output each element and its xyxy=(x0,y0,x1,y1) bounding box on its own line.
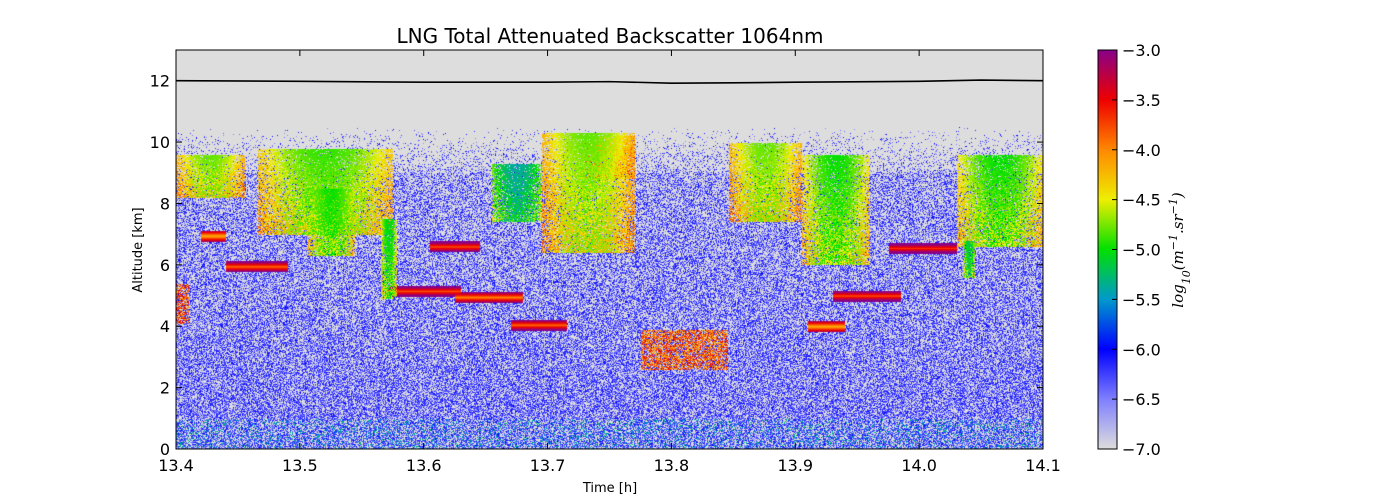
colorbar-label: log10(m−1.sr−1) xyxy=(1167,192,1193,308)
colorbar-tick-label: −5.5 xyxy=(1122,290,1161,309)
altitude-line xyxy=(175,79,1044,84)
colorbar-tick-label: −6.0 xyxy=(1122,340,1161,359)
colorbar-tick-label: −3.5 xyxy=(1122,91,1161,110)
x-tick-label: 13.9 xyxy=(777,456,813,475)
y-tick-label: 0 xyxy=(160,440,170,459)
colorbar-tick-label: −5.0 xyxy=(1122,241,1161,260)
colorbar: −3.0 −3.5 −4.0 −4.5 −5.0 −5.5 −6.0 −6.5 −7.0 xyxy=(1097,41,1161,459)
colorbar-tick-label: −4.5 xyxy=(1122,191,1161,210)
colorbar-tick-label: −3.0 xyxy=(1122,41,1161,60)
heatmap-image xyxy=(176,50,1043,449)
x-tick-label: 13.7 xyxy=(530,456,566,475)
plot-frame xyxy=(175,49,1044,450)
y-tick-label: 6 xyxy=(160,256,170,275)
y-tick-label: 8 xyxy=(160,194,170,213)
x-tick-label: 14.0 xyxy=(901,456,937,475)
x-axis-label: Time [h] xyxy=(582,481,637,496)
y-tick-label: 4 xyxy=(160,317,170,336)
axes: 13.4 13.5 13.6 13.7 13.8 13.9 14.0 14.1 0 2 4 6 8 10 1… xyxy=(150,49,1061,475)
x-tick-label: 13.6 xyxy=(406,456,442,475)
y-tick-label: 12 xyxy=(150,72,170,91)
y-tick-label: 10 xyxy=(150,133,170,152)
x-tick-label: 14.1 xyxy=(1025,456,1061,475)
plot-area xyxy=(175,50,1044,449)
y-tick-label: 2 xyxy=(160,379,170,398)
colorbar-tick-label: −4.0 xyxy=(1122,141,1161,160)
colorbar-tick-label: −6.5 xyxy=(1122,390,1161,409)
x-tick-label: 13.8 xyxy=(654,456,690,475)
x-tick-label: 13.4 xyxy=(158,456,194,475)
y-axis-label: Altitude [km] xyxy=(131,207,146,292)
x-tick-label: 13.5 xyxy=(282,456,318,475)
colorbar-tick-label: −7.0 xyxy=(1122,440,1161,459)
chart-title: LNG Total Attenuated Backscatter 1064nm xyxy=(396,24,823,48)
